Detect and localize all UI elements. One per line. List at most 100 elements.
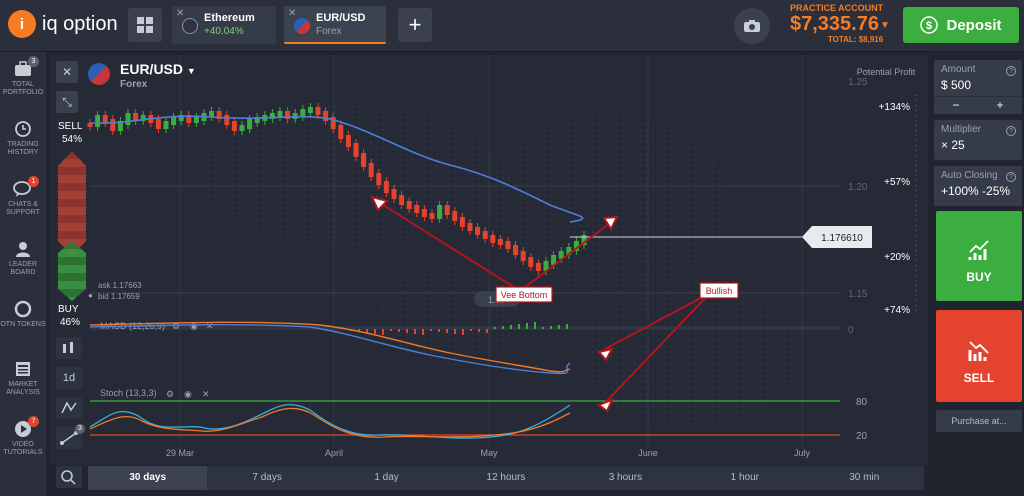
chart-area[interactable]: 1.25 1.20 1.15 Potential Profit +134% +5… xyxy=(50,55,928,465)
candlestick-series xyxy=(87,103,587,275)
sidebar-item-leaderboard[interactable]: LEADER BOARD xyxy=(0,240,46,277)
sidebar-item-portfolio[interactable]: 3 TOTAL PORTFOLIO xyxy=(0,56,46,97)
badge: 7 xyxy=(28,416,39,427)
sidebar-item-video-tutorials[interactable]: 7 VIDEO TUTORIALS xyxy=(0,416,46,457)
sell-label: SELL xyxy=(58,121,83,132)
candle-body xyxy=(178,115,184,121)
help-icon[interactable]: ? xyxy=(1006,172,1016,182)
price-axis-label: 1.25 xyxy=(848,77,868,88)
chat-icon: 1 xyxy=(13,176,39,198)
stoch-80-label: 80 xyxy=(856,397,868,408)
timeframe-30-min[interactable]: 30 min xyxy=(849,472,880,483)
increase-amount-button[interactable]: + xyxy=(996,98,1004,112)
add-tab-button[interactable]: + xyxy=(398,8,432,42)
macd-line xyxy=(89,323,571,375)
candle-body xyxy=(459,217,465,227)
help-icon[interactable]: ? xyxy=(1006,126,1016,136)
user-icon xyxy=(13,240,33,258)
dollar-icon: $ xyxy=(920,16,939,34)
tab-type: Forex xyxy=(316,26,342,37)
macd-histogram xyxy=(350,322,568,335)
macd-histogram-bar xyxy=(422,329,424,335)
clock-icon xyxy=(13,120,33,138)
eur-usd-flag-icon xyxy=(294,18,310,34)
stoch-20-label: 20 xyxy=(856,431,868,442)
asset-selector[interactable]: EUR/USD ▼ xyxy=(120,61,196,77)
sidebar-item-chats[interactable]: 1 CHATS & SUPPORT xyxy=(0,176,46,217)
macd-histogram-bar xyxy=(542,327,544,329)
drawing-tools-button[interactable]: 3 xyxy=(56,424,85,449)
indicators-button[interactable] xyxy=(56,397,82,419)
candle-body xyxy=(254,117,260,123)
tab-ethereum[interactable]: ✕ Ethereum +40.04% xyxy=(172,6,276,44)
timeframe-1-day[interactable]: 1 day xyxy=(374,472,399,483)
screenshot-button[interactable] xyxy=(734,8,770,44)
sell-percentage: 54% xyxy=(62,134,83,145)
amount-value[interactable]: $ 500 xyxy=(941,78,972,92)
price-chart[interactable]: 1.25 1.20 1.15 Potential Profit +134% +5… xyxy=(50,55,928,465)
collapse-icon[interactable]: ⤡ xyxy=(56,91,78,113)
candle-body xyxy=(558,251,564,259)
purchase-at-button[interactable]: Purchase at... xyxy=(936,410,1022,432)
eye-icon[interactable]: ◉ xyxy=(184,389,192,399)
candle-body xyxy=(520,251,526,261)
timeframe-3-hours[interactable]: 3 hours xyxy=(608,472,643,483)
macd-histogram-bar xyxy=(430,329,432,331)
stoch-k-line xyxy=(89,403,571,439)
bullish-callout xyxy=(699,282,739,299)
auto-closing-box[interactable]: ? Auto Closing +100% -25% xyxy=(934,166,1022,206)
close-icon[interactable]: ✕ xyxy=(202,389,210,399)
macd-histogram-bar xyxy=(518,324,520,329)
candle-body xyxy=(497,239,503,245)
account-balance[interactable]: PRACTICE ACCOUNT $7,335.76 TOTAL: $8,916 xyxy=(790,3,883,44)
asset-grid-button[interactable] xyxy=(128,8,162,42)
close-icon[interactable]: ✕ xyxy=(206,321,214,331)
timeframe-30-days[interactable]: 30 days xyxy=(88,466,208,490)
candle-body xyxy=(163,121,169,129)
chart-type-button[interactable] xyxy=(56,337,82,359)
sidebar-item-history[interactable]: TRADING HISTORY xyxy=(0,120,46,157)
decrease-amount-button[interactable]: − xyxy=(952,98,960,112)
tab-eurusd[interactable]: ✕ EUR/USD Forex xyxy=(284,6,386,44)
auto-closing-value: +100% -25% xyxy=(941,184,1011,198)
auto-closing-label: Auto Closing xyxy=(941,170,998,181)
chevron-down-icon[interactable]: ▼ xyxy=(880,20,890,31)
settings-icon[interactable]: ⚙ xyxy=(166,389,174,399)
eye-icon[interactable]: ◉ xyxy=(190,321,198,331)
candle-body xyxy=(330,117,336,129)
settings-icon[interactable]: ⚙ xyxy=(172,321,180,331)
bid-price: bid 1.17659 xyxy=(98,292,140,301)
macd-histogram-bar xyxy=(550,326,552,329)
candle-body xyxy=(513,245,519,255)
sidebar-item-market-analysis[interactable]: MARKET ANALYSIS xyxy=(0,360,46,397)
help-icon[interactable]: ? xyxy=(1006,66,1016,76)
amount-box[interactable]: ? Amount $ 500 − + xyxy=(934,60,1022,114)
zoom-button[interactable] xyxy=(56,466,82,488)
timeframe-button[interactable]: 1d xyxy=(56,367,82,389)
close-chart-icon[interactable]: ✕ xyxy=(56,61,78,83)
close-tab-icon[interactable]: ✕ xyxy=(288,8,297,19)
candle-body xyxy=(323,111,329,121)
candle-body xyxy=(437,205,443,219)
candle-body xyxy=(399,195,405,205)
chart-up-icon xyxy=(968,240,989,260)
profit-level: +134% xyxy=(879,102,911,113)
sell-button[interactable]: SELL xyxy=(936,310,1022,402)
candle-body xyxy=(581,235,587,245)
macd-histogram-bar xyxy=(534,322,536,329)
buy-button[interactable]: BUY xyxy=(936,211,1022,301)
timeframe-1-hour[interactable]: 1 hour xyxy=(730,472,759,483)
logo-text: iq option xyxy=(42,12,118,35)
timeframe-12-hours[interactable]: 12 hours xyxy=(486,472,526,483)
close-tab-icon[interactable]: ✕ xyxy=(176,8,185,19)
candle-body xyxy=(475,227,481,235)
macd-histogram-bar xyxy=(438,329,440,332)
timeframe-7-days[interactable]: 7 days xyxy=(252,472,282,483)
candle-body xyxy=(566,247,572,255)
sidebar-item-otn[interactable]: OTN TOKENS xyxy=(0,300,46,329)
candle-body xyxy=(467,223,473,231)
multiplier-box[interactable]: ? Multiplier × 25 xyxy=(934,120,1022,160)
deposit-button[interactable]: $ Deposit xyxy=(903,7,1019,43)
more-tools[interactable] xyxy=(56,455,82,465)
logo[interactable]: i iq option xyxy=(8,10,118,38)
